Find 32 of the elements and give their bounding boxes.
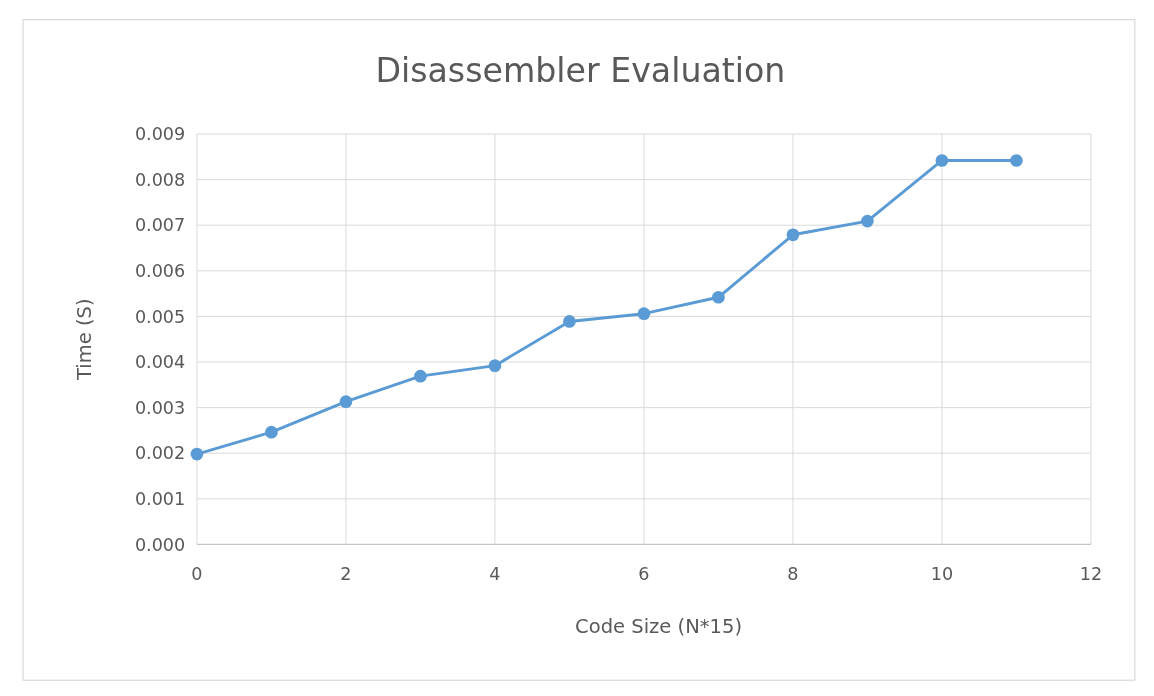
point (861, 214, 874, 228)
point (339, 395, 353, 409)
y-tick-label: 0.006 (134, 260, 186, 281)
y-axis-title: Time (S) (73, 298, 97, 382)
x-tick-label: 8 (787, 563, 799, 584)
point (190, 447, 204, 461)
y-tick-label: 0.004 (134, 352, 186, 373)
point (414, 369, 427, 383)
x-tick-label: 0 (191, 563, 203, 584)
y-tick-label: 0.000 (134, 534, 186, 555)
point (488, 359, 502, 372)
point (712, 290, 725, 304)
x-tick-label: 6 (638, 563, 650, 584)
x-tick-label: 4 (489, 563, 501, 584)
x-tick-label: 12 (1079, 563, 1103, 584)
point (265, 425, 278, 439)
y-tick-label: 0.008 (134, 169, 186, 190)
point (935, 154, 949, 167)
y-tick-label: 0.007 (134, 215, 186, 236)
x-tick-label: 2 (340, 563, 352, 584)
y-tick-label: 0.005 (134, 306, 186, 327)
y-tick-label: 0.001 (134, 488, 186, 509)
point (1010, 154, 1023, 167)
chart-title: Disassembler Evaluation (375, 51, 786, 91)
y-tick-label: 0.009 (134, 124, 186, 145)
point (786, 228, 800, 242)
x-axis-title: Code Size (N*15) (575, 615, 743, 639)
point (637, 307, 651, 321)
point (563, 315, 576, 328)
y-tick-label: 0.003 (134, 397, 186, 418)
y-tick-label: 0.002 (134, 443, 186, 464)
x-tick-label: 10 (930, 563, 954, 584)
